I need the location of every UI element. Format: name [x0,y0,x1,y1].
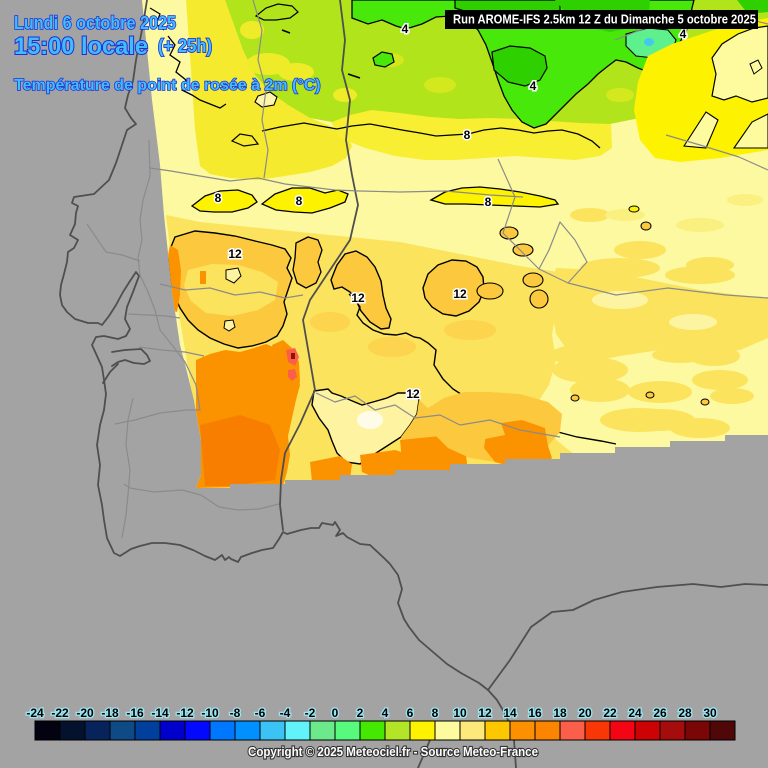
svg-text:4: 4 [530,79,537,93]
svg-text:-24: -24 [26,706,44,720]
svg-text:28: 28 [678,706,692,720]
svg-text:-8: -8 [230,706,241,720]
svg-text:30: 30 [703,706,717,720]
svg-text:8: 8 [432,706,439,720]
svg-text:4: 4 [402,22,409,36]
svg-text:Run AROME-IFS 2.5km 12 Z du Di: Run AROME-IFS 2.5km 12 Z du Dimanche 5 o… [453,12,756,27]
svg-text:18: 18 [553,706,567,720]
svg-text:Lundi 6 octobre 2025: Lundi 6 octobre 2025 [14,13,176,33]
svg-text:-20: -20 [76,706,94,720]
svg-text:26: 26 [653,706,667,720]
svg-text:16: 16 [528,706,542,720]
svg-text:12: 12 [228,247,242,261]
svg-text:12: 12 [453,287,467,301]
svg-text:2: 2 [357,706,364,720]
svg-text:-18: -18 [101,706,119,720]
svg-text:8: 8 [296,194,303,208]
svg-text:-2: -2 [305,706,316,720]
svg-text:0: 0 [332,706,339,720]
svg-text:14: 14 [503,706,517,720]
svg-text:-16: -16 [126,706,144,720]
svg-text:15:00 locale: 15:00 locale [14,33,148,60]
svg-text:-8: -8 [230,706,241,720]
svg-text:4: 4 [530,79,537,93]
svg-text:12: 12 [478,706,492,720]
svg-text:12: 12 [351,291,365,305]
svg-text:(+ 25h): (+ 25h) [158,36,212,56]
svg-text:-10: -10 [201,706,219,720]
svg-text:4: 4 [382,706,389,720]
svg-text:0: 0 [332,706,339,720]
svg-text:-18: -18 [101,706,119,720]
svg-text:26: 26 [653,706,667,720]
svg-text:12: 12 [406,387,420,401]
svg-text:-12: -12 [176,706,194,720]
svg-text:16: 16 [528,706,542,720]
svg-text:8: 8 [296,194,303,208]
svg-text:-16: -16 [126,706,144,720]
svg-text:8: 8 [464,128,471,142]
svg-text:4: 4 [680,27,687,41]
svg-text:-10: -10 [201,706,219,720]
svg-text:10: 10 [453,706,467,720]
svg-text:-22: -22 [51,706,69,720]
svg-text:-14: -14 [151,706,169,720]
svg-text:18: 18 [553,706,567,720]
svg-text:14: 14 [503,706,517,720]
svg-text:4: 4 [382,706,389,720]
svg-text:8: 8 [215,191,222,205]
svg-text:8: 8 [464,128,471,142]
svg-text:4: 4 [402,22,409,36]
svg-text:20: 20 [578,706,592,720]
svg-text:28: 28 [678,706,692,720]
svg-text:24: 24 [628,706,642,720]
svg-text:22: 22 [603,706,617,720]
svg-text:12: 12 [453,287,467,301]
svg-text:12: 12 [228,247,242,261]
svg-text:12: 12 [478,706,492,720]
svg-text:-20: -20 [76,706,94,720]
svg-text:Température de point de rosée: Température de point de rosée à 2m (°C) [14,77,321,94]
svg-text:-12: -12 [176,706,194,720]
svg-text:6: 6 [407,706,414,720]
svg-text:-6: -6 [255,706,266,720]
svg-text:-4: -4 [280,706,291,720]
svg-text:24: 24 [628,706,642,720]
svg-text:30: 30 [703,706,717,720]
svg-text:Copyright © 2025 Meteociel.fr: Copyright © 2025 Meteociel.fr - Source M… [248,745,538,759]
svg-text:10: 10 [453,706,467,720]
svg-text:-24: -24 [26,706,44,720]
svg-text:4: 4 [680,27,687,41]
svg-text:-14: -14 [151,706,169,720]
svg-text:12: 12 [351,291,365,305]
svg-text:-6: -6 [255,706,266,720]
svg-text:8: 8 [432,706,439,720]
svg-text:22: 22 [603,706,617,720]
svg-text:12: 12 [406,387,420,401]
svg-text:20: 20 [578,706,592,720]
svg-text:-4: -4 [280,706,291,720]
svg-text:-2: -2 [305,706,316,720]
svg-text:8: 8 [485,195,492,209]
svg-text:8: 8 [215,191,222,205]
svg-text:8: 8 [485,195,492,209]
svg-text:6: 6 [407,706,414,720]
svg-text:2: 2 [357,706,364,720]
svg-text:-22: -22 [51,706,69,720]
